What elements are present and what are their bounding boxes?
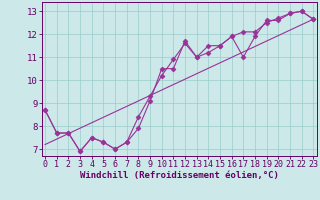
X-axis label: Windchill (Refroidissement éolien,°C): Windchill (Refroidissement éolien,°C) <box>80 171 279 180</box>
